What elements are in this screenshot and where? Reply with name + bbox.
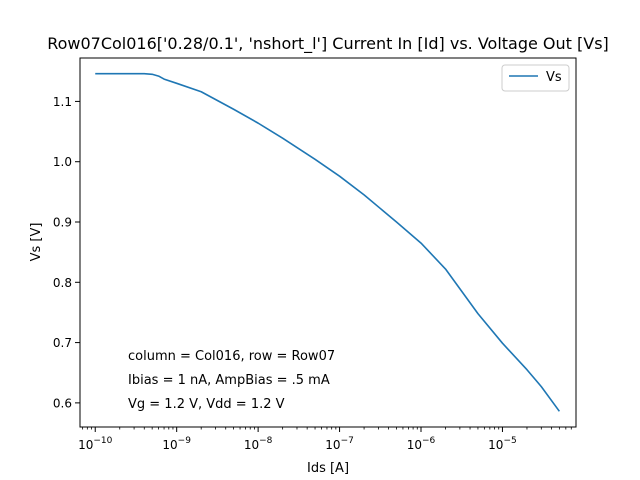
legend-box xyxy=(501,64,570,92)
x-tick-label: 10−10 xyxy=(78,436,113,452)
annotation-column-row: column = Col016, row = Row07 xyxy=(128,349,335,364)
x-tick-label: 10−9 xyxy=(162,436,191,452)
legend: Vs xyxy=(501,64,570,92)
y-axis-label: Vs [V] xyxy=(29,223,44,262)
x-tick-label: 10−5 xyxy=(488,436,517,452)
annotations-layer: column = Col016, row = Row07 Ibias = 1 n… xyxy=(128,349,335,412)
y-tick-label: 0.6 xyxy=(53,396,72,410)
ticks-layer: 10−10 10−9 10−8 10−7 10−6 10−5 0.6 0.7 0.8 0.9 1.0… xyxy=(53,95,572,452)
series-line-vs xyxy=(95,72,561,412)
y-tick-label: 1.0 xyxy=(53,155,72,169)
annotation-bias: Ibias = 1 nA, AmpBias = .5 mA xyxy=(128,373,330,388)
chart-title: Row07Col016['0.28/0.1', 'nshort_l'] Curr… xyxy=(47,34,609,54)
y-tick-label: 0.8 xyxy=(53,276,72,290)
series-layer xyxy=(95,72,561,412)
y-tick-label: 0.9 xyxy=(53,216,72,230)
y-tick-label: 0.7 xyxy=(53,336,72,350)
x-tick-label: 10−7 xyxy=(325,436,354,452)
legend-label-vs: Vs xyxy=(546,70,562,85)
x-axis-label: Ids [A] xyxy=(307,461,349,476)
plot-frame xyxy=(79,57,577,428)
x-tick-label: 10−8 xyxy=(244,436,273,452)
y-tick-label: 1.1 xyxy=(53,95,72,109)
x-tick-label: 10−6 xyxy=(407,436,436,452)
annotation-voltages: Vg = 1.2 V, Vdd = 1.2 V xyxy=(128,397,285,412)
